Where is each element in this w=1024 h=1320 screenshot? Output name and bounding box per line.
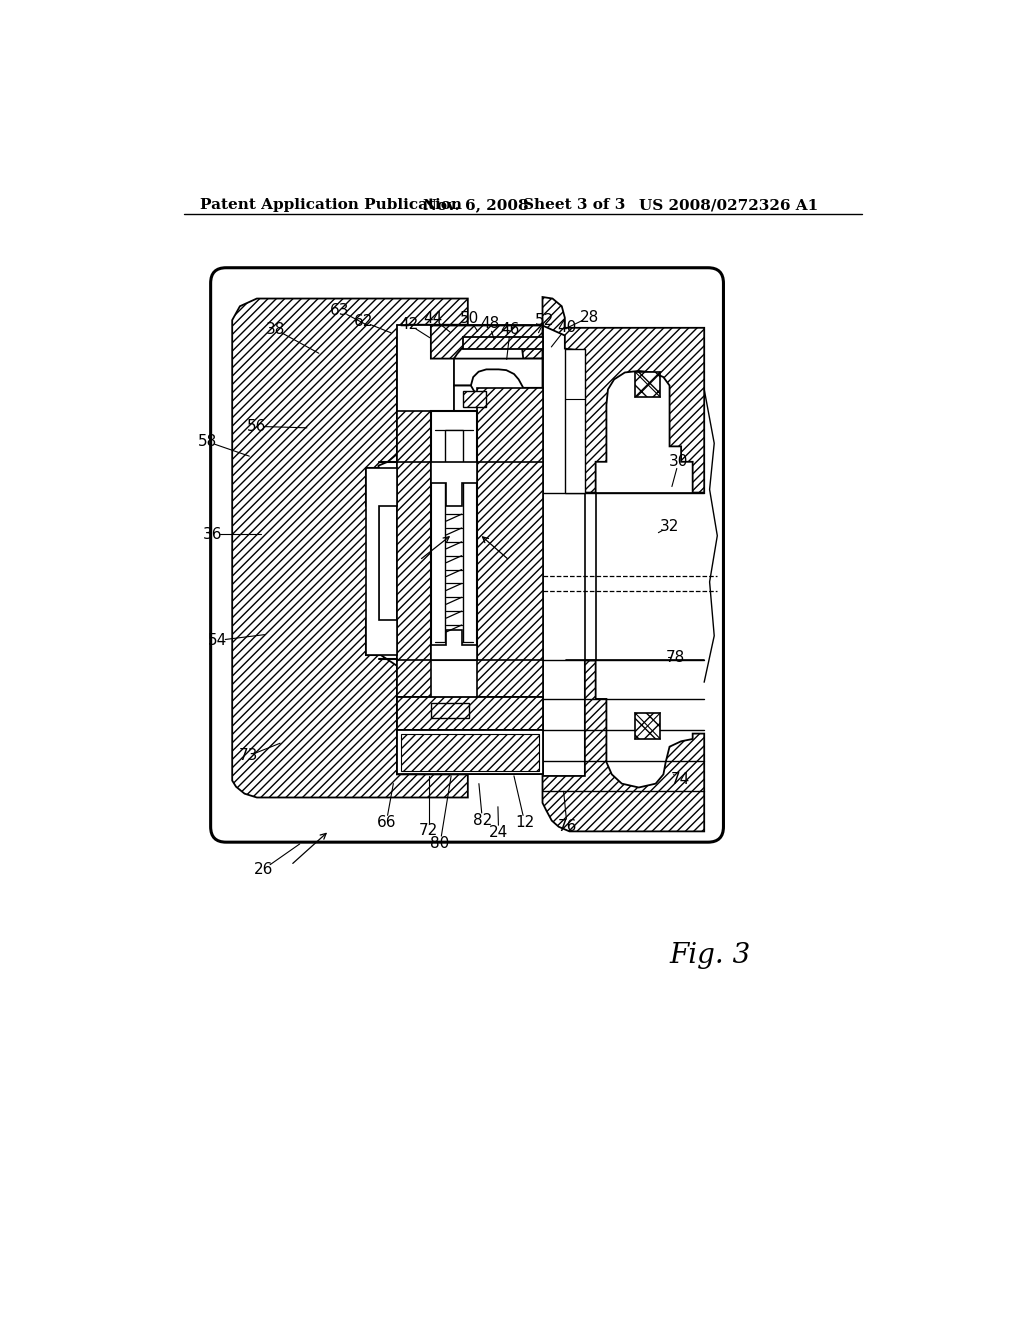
Polygon shape (400, 734, 539, 771)
Text: 80: 80 (430, 836, 450, 851)
Text: 38: 38 (265, 322, 285, 337)
Polygon shape (232, 298, 468, 797)
Text: 82: 82 (473, 813, 493, 828)
Text: 63: 63 (331, 304, 350, 318)
Text: 30: 30 (669, 454, 688, 469)
Polygon shape (543, 297, 705, 492)
Text: 44: 44 (424, 312, 442, 326)
Polygon shape (431, 411, 477, 660)
Text: 36: 36 (203, 527, 222, 541)
Text: 42: 42 (399, 317, 419, 333)
Polygon shape (635, 713, 660, 739)
Polygon shape (431, 702, 469, 718)
Text: 76: 76 (557, 820, 577, 834)
Text: Nov. 6, 2008: Nov. 6, 2008 (423, 198, 528, 213)
Text: 54: 54 (208, 632, 227, 648)
Polygon shape (635, 372, 660, 397)
Text: 40: 40 (557, 321, 577, 335)
Polygon shape (565, 348, 585, 492)
Text: 26: 26 (254, 862, 273, 876)
Text: 56: 56 (247, 418, 266, 434)
Polygon shape (477, 388, 543, 697)
Text: Fig. 3: Fig. 3 (670, 942, 751, 969)
Text: 72: 72 (419, 824, 438, 838)
Polygon shape (543, 660, 705, 832)
Text: Sheet 3 of 3: Sheet 3 of 3 (523, 198, 626, 213)
Text: 28: 28 (580, 309, 599, 325)
Text: 52: 52 (536, 313, 554, 327)
Text: 74: 74 (671, 771, 690, 787)
Polygon shape (431, 462, 477, 507)
Polygon shape (454, 359, 543, 388)
Polygon shape (463, 391, 486, 407)
Text: 73: 73 (239, 748, 258, 763)
Text: 66: 66 (377, 816, 396, 830)
Text: 12: 12 (515, 816, 535, 830)
Text: 48: 48 (480, 317, 499, 331)
Text: 46: 46 (501, 322, 520, 337)
Polygon shape (397, 730, 543, 775)
Polygon shape (454, 385, 543, 411)
Polygon shape (367, 469, 397, 655)
Text: 62: 62 (353, 314, 373, 329)
Polygon shape (397, 697, 543, 730)
Polygon shape (444, 430, 463, 642)
Text: US 2008/0272326 A1: US 2008/0272326 A1 (639, 198, 818, 213)
Polygon shape (397, 411, 431, 697)
Text: Patent Application Publication: Patent Application Publication (200, 198, 462, 213)
Text: 24: 24 (489, 825, 508, 841)
Text: 58: 58 (198, 434, 217, 449)
Text: 32: 32 (659, 519, 679, 535)
FancyBboxPatch shape (211, 268, 724, 842)
Polygon shape (463, 337, 543, 348)
Polygon shape (397, 326, 543, 775)
Text: 50: 50 (460, 312, 479, 326)
Polygon shape (431, 630, 477, 660)
Polygon shape (431, 326, 543, 359)
Text: 78: 78 (666, 649, 685, 665)
